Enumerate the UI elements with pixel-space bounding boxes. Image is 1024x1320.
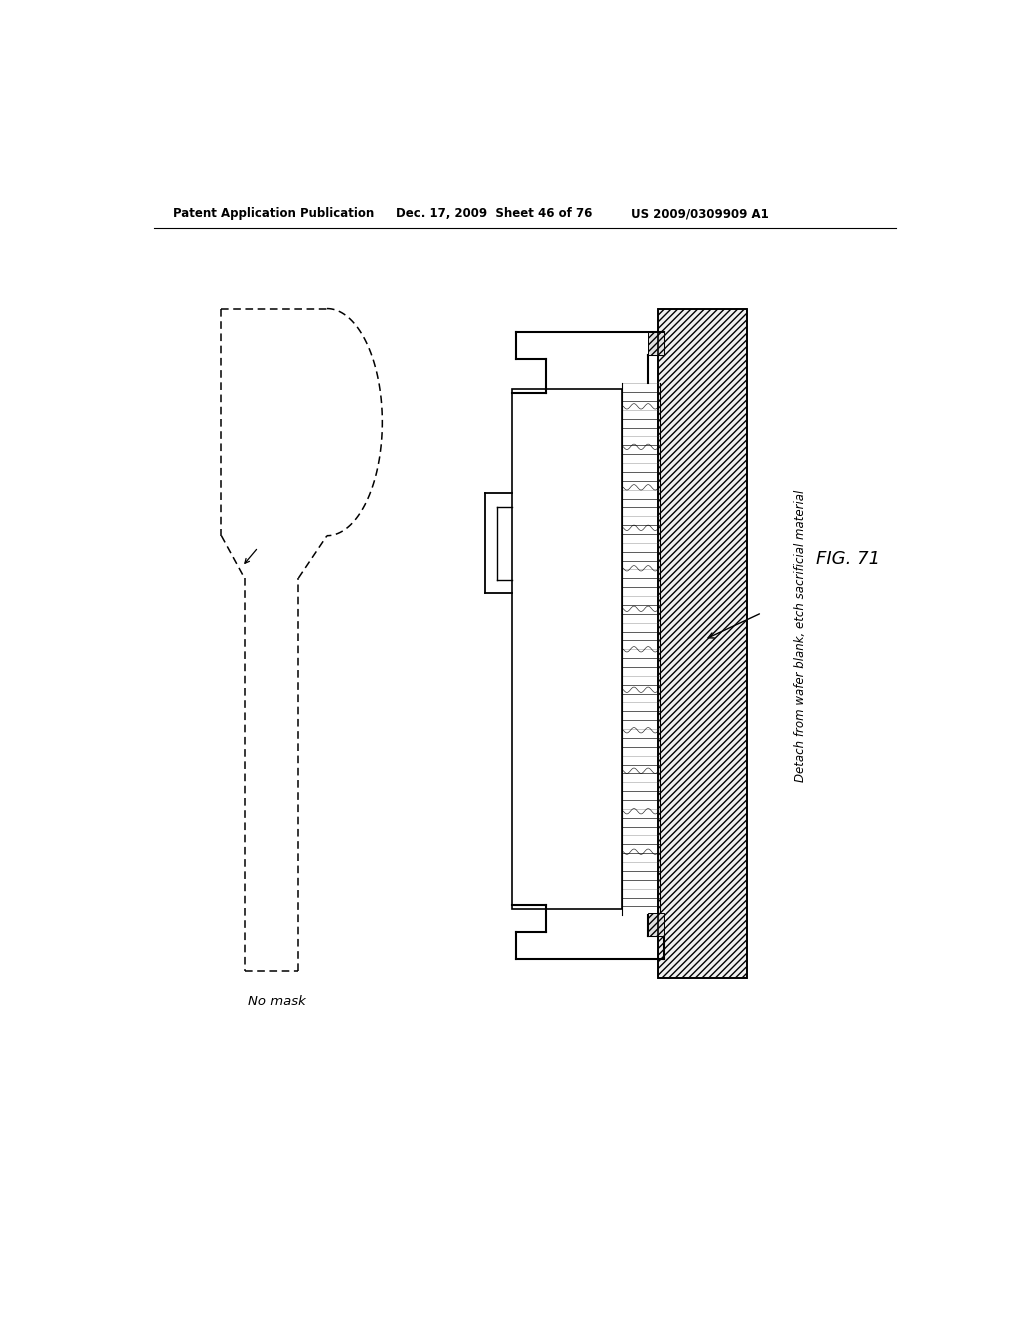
Bar	[658, 309, 746, 978]
Bar	[658, 309, 746, 978]
Bar	[648, 913, 665, 936]
Bar	[648, 331, 665, 355]
Bar	[512, 389, 622, 909]
Text: No mask: No mask	[248, 995, 306, 1008]
Text: US 2009/0309909 A1: US 2009/0309909 A1	[631, 207, 769, 220]
Text: Dec. 17, 2009  Sheet 46 of 76: Dec. 17, 2009 Sheet 46 of 76	[396, 207, 593, 220]
Text: FIG. 71: FIG. 71	[816, 550, 880, 568]
Text: Detach from wafer blank, etch sacrificial material: Detach from wafer blank, etch sacrificia…	[794, 490, 807, 781]
Text: Patent Application Publication: Patent Application Publication	[173, 207, 374, 220]
